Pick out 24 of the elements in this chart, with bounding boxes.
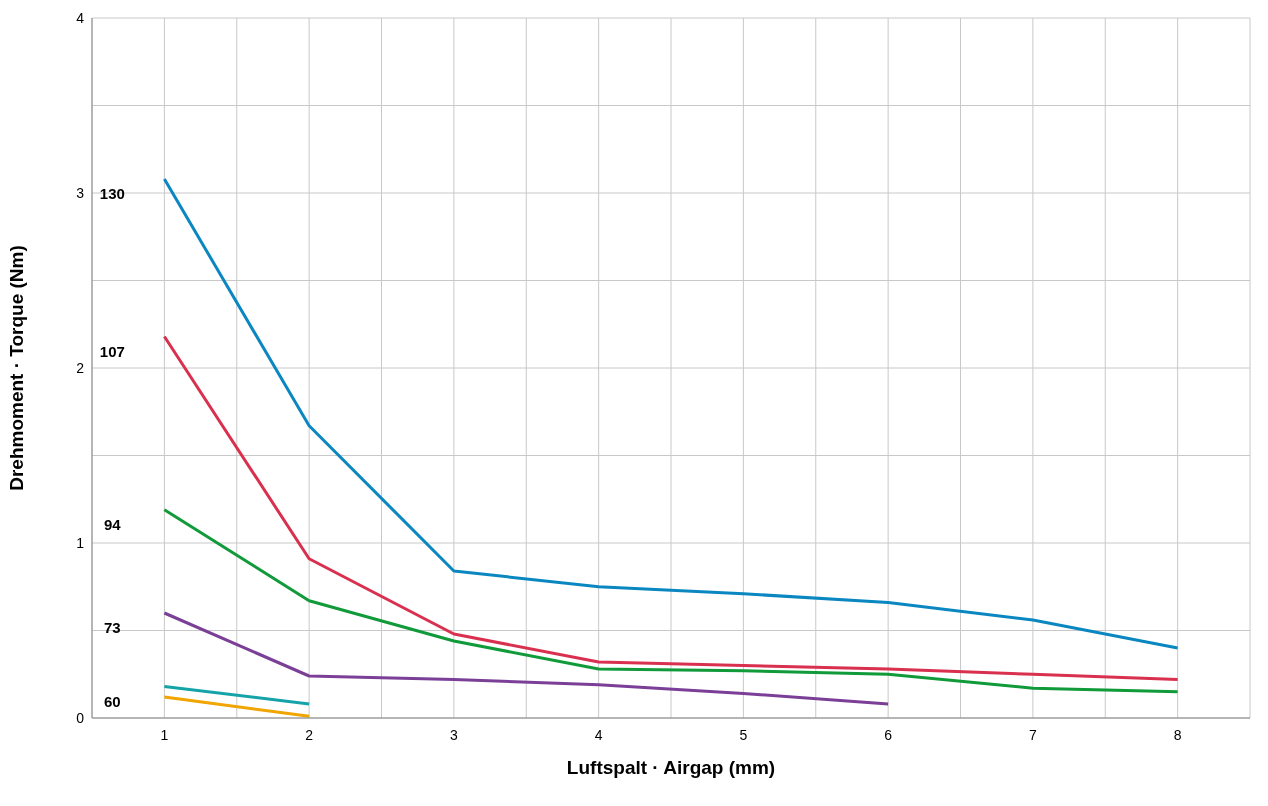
text: 73 (104, 619, 121, 636)
y-tick-label: 2 (76, 359, 85, 376)
x-tick-label: 2 (305, 726, 314, 743)
line-series (162, 177, 1180, 650)
line-series (162, 508, 1180, 694)
y-axis-title: Drehmoment · Torque (Nm) (5, 245, 27, 491)
x-tick-label: 1 (160, 726, 169, 743)
x-tick-label: 8 (1173, 726, 1182, 743)
text: 94 (104, 515, 122, 533)
text: 107 (99, 342, 125, 360)
x-tick-label: 4 (594, 726, 603, 743)
line-series (162, 335, 1180, 681)
x-tick-label: 6 (884, 726, 893, 743)
text: 60 (104, 692, 121, 710)
x-tick-label: 3 (449, 726, 458, 743)
y-tick-label: 4 (76, 9, 85, 26)
line-series (162, 611, 890, 706)
x-tick-label: 7 (1028, 726, 1037, 743)
x-tick-label: 5 (739, 726, 748, 743)
y-tick-label: 3 (76, 184, 85, 201)
text: 130 (99, 185, 125, 202)
x-axis-title: Luftspalt · Airgap (mm) (566, 757, 776, 778)
y-tick-label: 0 (76, 709, 85, 726)
y-tick-label: 1 (76, 534, 85, 551)
